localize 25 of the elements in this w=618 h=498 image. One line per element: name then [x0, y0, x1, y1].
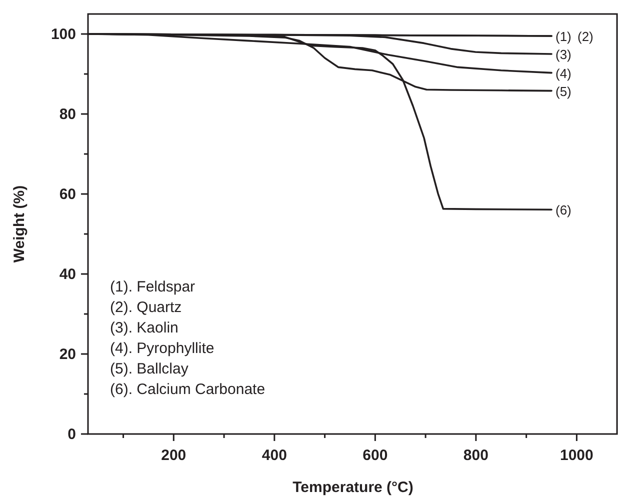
- y-tick-label: 20: [59, 346, 76, 363]
- y-tick-label: 80: [59, 106, 76, 123]
- y-tick-label: 0: [68, 426, 76, 443]
- annotation: (6). Calcium Carbonate: [110, 381, 266, 398]
- y-tick-label: 40: [59, 266, 76, 283]
- x-tick-label: 400: [262, 447, 287, 464]
- x-tick-label: 1000: [560, 447, 594, 464]
- annotation: (3). Kaolin: [110, 320, 178, 336]
- series-label: (3): [556, 47, 572, 62]
- series-label: (6): [556, 202, 572, 218]
- y-tick-label: 60: [59, 186, 76, 203]
- series-label: (1): [556, 29, 572, 44]
- text: (2): [578, 29, 594, 44]
- annotation: (2). Quartz: [110, 299, 182, 316]
- x-axis-title: Temperature (°C): [292, 479, 414, 496]
- series-label: (5): [556, 84, 572, 99]
- annotation: (4). Pyrophyllite: [110, 340, 214, 357]
- y-axis-title: Weight (%): [11, 185, 28, 263]
- y-tick-label: 100: [50, 26, 76, 43]
- annotation: (5). Ballclay: [110, 360, 189, 378]
- x-tick-label: 200: [161, 447, 186, 464]
- series-label: (4): [556, 66, 572, 81]
- x-tick-label: 800: [463, 447, 488, 464]
- annotation: (1). Feldspar: [110, 278, 196, 296]
- x-tick-label: 600: [362, 447, 388, 464]
